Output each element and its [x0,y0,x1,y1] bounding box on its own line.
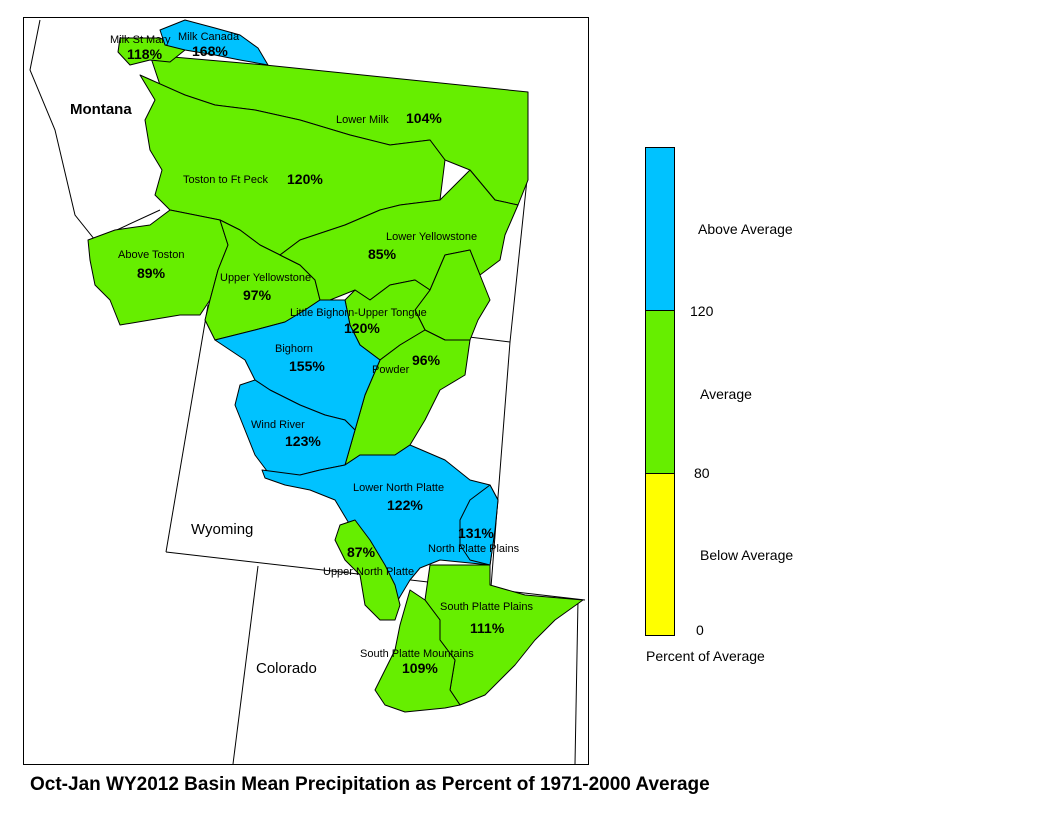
basin-pct-lower-yellowstone: 85% [368,246,397,262]
basins [87,19,584,713]
basin-pct-bighorn: 155% [289,358,325,374]
map-caption: Oct-Jan WY2012 Basin Mean Precipitation … [30,774,710,795]
basin-label-toston-to-ft-peck: Toston to Ft Peck [183,174,268,186]
basin-pct-south-platte-mountains: 109% [402,660,438,676]
basin-label-above-toston: Above Toston [118,249,184,261]
legend-break-0: 0 [696,622,704,638]
legend-title: Percent of Average [646,648,765,664]
state-label-montana: Montana [70,101,132,118]
basin-milk-canada[interactable] [159,19,269,66]
basin-pct-milk-st-mary: 118% [127,46,163,62]
basin-pct-lower-milk: 104% [406,110,442,126]
basin-label-milk-canada: Milk Canada [178,31,240,43]
basin-label-south-platte-plains: South Platte Plains [440,601,533,613]
basin-labels: Milk St Mary 118% Milk Canada 168% Lower… [110,31,533,676]
legend-break-120: 120 [690,303,714,319]
basin-pct-milk-canada: 168% [192,43,228,59]
colorado-east-border [574,599,579,765]
basin-upper-north-platte[interactable] [334,519,401,621]
basin-label-upper-yellowstone: Upper Yellowstone [220,272,311,284]
basin-pct-upper-north-platte: 87% [347,544,376,560]
basin-pct-above-toston: 89% [137,265,166,281]
legend-break-80: 80 [694,465,710,481]
montana-east-border [509,169,529,343]
basin-pct-powder: 96% [412,352,441,368]
basin-lower-north-platte[interactable] [261,444,499,606]
basin-pct-little-bighorn-upper-tongue: 120% [344,320,380,336]
basin-pct-wind-river: 123% [285,433,321,449]
colorado-west-border [232,565,259,765]
basin-label-bighorn: Bighorn [275,343,313,355]
wyoming-west-border [165,304,209,553]
basin-label-milk-st-mary: Milk St Mary [110,34,171,46]
state-label-wyoming: Wyoming [191,521,253,538]
legend-swatch-below [645,473,675,636]
basin-pct-upper-yellowstone: 97% [243,287,272,303]
legend: Above Average Average Below Average 120 … [645,147,793,664]
basin-pct-lower-north-platte: 122% [387,497,423,513]
legend-label-average: Average [700,386,752,402]
legend-label-above: Above Average [698,221,793,237]
basin-label-lower-milk: Lower Milk [336,114,389,126]
basin-pct-toston-to-ft-peck: 120% [287,171,323,187]
legend-swatch-above [645,147,675,311]
basin-label-little-bighorn-upper-tongue: Little Bighorn-Upper Tongue [290,307,427,319]
state-label-colorado: Colorado [256,660,317,677]
basin-pct-north-platte-plains: 131% [458,525,494,541]
basin-north-platte-plains[interactable] [459,484,499,566]
basin-south-platte-mountains[interactable] [374,589,461,713]
legend-label-below: Below Average [700,547,793,563]
basin-label-north-platte-plains: North Platte Plains [428,543,520,555]
basin-label-powder: Powder [372,364,410,376]
wyoming-east-border [489,341,511,601]
basin-label-wind-river: Wind River [251,419,305,431]
basin-label-lower-north-platte: Lower North Platte [353,482,444,494]
basin-pct-south-platte-plains: 111% [470,620,505,636]
basin-label-south-platte-mountains: South Platte Mountains [360,648,474,660]
legend-swatch-average [645,310,675,474]
state-labels: Montana Wyoming Colorado [70,101,317,677]
basin-label-lower-yellowstone: Lower Yellowstone [386,231,477,243]
basin-label-upper-north-platte: Upper North Platte [323,566,414,578]
